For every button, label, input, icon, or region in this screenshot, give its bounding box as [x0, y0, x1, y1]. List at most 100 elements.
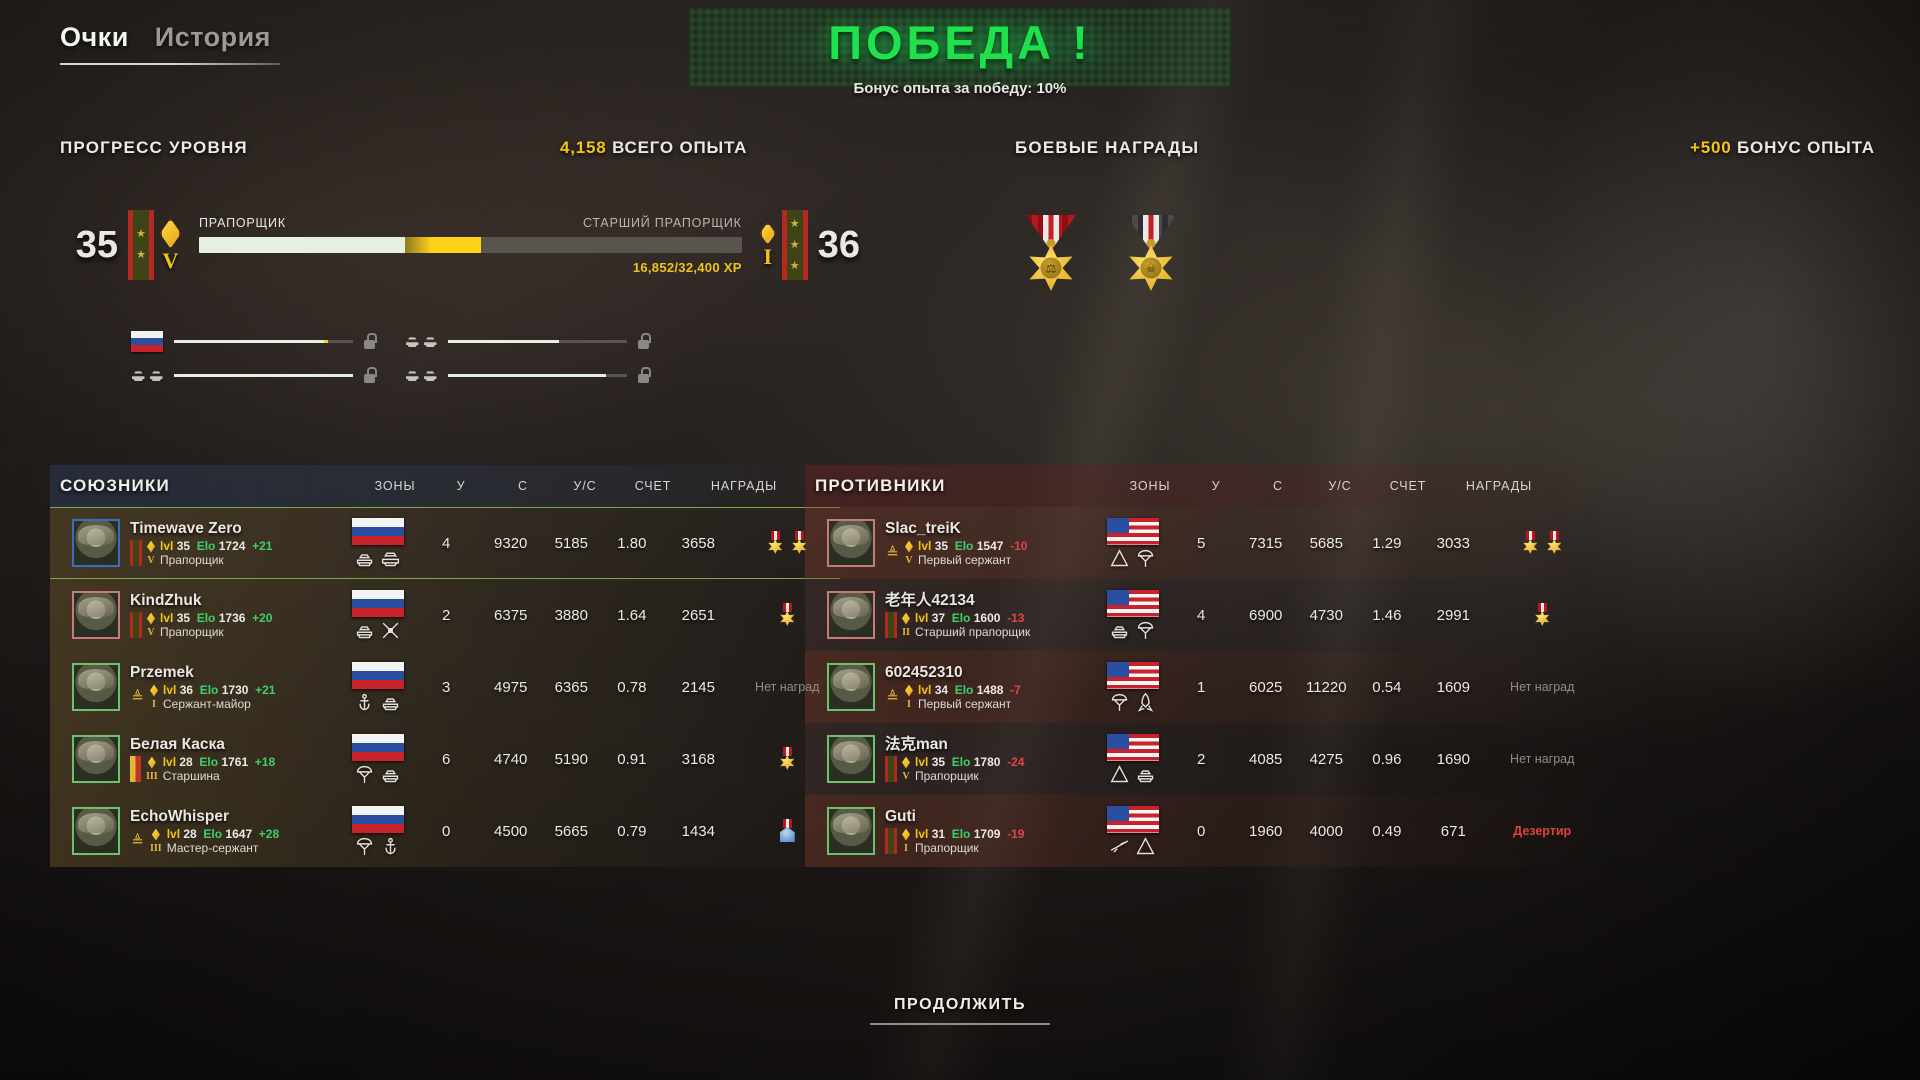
victory-glow — [690, 8, 1230, 86]
star-icon: ★ — [789, 217, 800, 230]
para-badge-icon — [1138, 621, 1154, 639]
player-stats-text: lvl 35 Elo 1780 -24 Прапорщик — [915, 755, 1024, 783]
avatar[interactable] — [827, 807, 875, 855]
cell-score: 1609 — [1436, 678, 1470, 696]
avatar[interactable] — [72, 519, 120, 567]
rank-insignia-icon: ≜ — [131, 688, 144, 706]
elo-value: 1488 — [976, 683, 1004, 697]
player-row[interactable]: 老年人42134 II lvl 37 Elo 1600 -13 Старший пра… — [805, 579, 1595, 651]
col-kills: У — [456, 479, 466, 493]
avatar[interactable] — [827, 735, 875, 783]
next-rank-roman: I — [763, 243, 772, 269]
rank-roman: II — [902, 626, 910, 638]
paratrooper-badge-icon — [357, 765, 373, 783]
cell-zones: 3 — [442, 678, 451, 696]
tank-badge-icon — [404, 364, 438, 386]
elo-delta: -7 — [1010, 683, 1021, 697]
player-name: EchoWhisper — [130, 808, 230, 825]
star-icon: ★ — [136, 249, 146, 261]
award-medal-icon[interactable] — [779, 819, 795, 843]
no-awards-label: Нет наград — [1510, 680, 1575, 694]
award-medal-icon[interactable] — [1535, 603, 1550, 627]
award-star — [768, 539, 783, 554]
nation-cell — [344, 517, 412, 569]
class-badges — [1109, 620, 1156, 641]
level-value: 37 — [931, 611, 946, 625]
medal-hanger — [1146, 239, 1156, 248]
unlock-row — [130, 364, 377, 386]
player-rank-row: ≜ III lvl 28 Elo 1647 +28 Мастер-сержант — [130, 827, 279, 855]
armor-badge-icon — [1138, 769, 1154, 782]
cell-deaths: 6365 — [554, 678, 588, 696]
anchor-badge-icon — [359, 693, 370, 710]
elo-value: 1736 — [218, 611, 246, 625]
award-ribbon — [794, 531, 804, 540]
rank-marks: II — [902, 612, 910, 638]
cell-kd: 1.80 — [617, 534, 647, 552]
avatar[interactable] — [827, 591, 875, 639]
avatar[interactable] — [827, 519, 875, 567]
cell-awards: Нет наград — [1489, 680, 1595, 694]
cell-score: 2991 — [1436, 606, 1470, 624]
award-medal-icon[interactable] — [780, 747, 795, 771]
lock-icon — [637, 333, 651, 349]
cell-kills: 4740 — [494, 750, 528, 768]
avatar-helmet — [833, 812, 869, 833]
rank-name: Старший прапорщик — [915, 625, 1031, 639]
row-background — [50, 651, 840, 723]
class-badges — [354, 764, 401, 785]
epaulette-icon: ★ ★ — [128, 210, 154, 280]
award-medal-icon[interactable] — [1523, 531, 1538, 555]
cell-deaths: 5685 — [1309, 534, 1343, 552]
diamond-icon — [151, 828, 160, 841]
elo-delta: -19 — [1007, 827, 1025, 841]
unlock-marker — [324, 339, 329, 343]
avatar[interactable] — [72, 663, 120, 711]
cell-kills: 7315 — [1249, 534, 1283, 552]
player-row[interactable]: EchoWhisper ≜ III lvl 28 Elo 1647 +28 Мастер… — [50, 795, 840, 867]
avatar[interactable] — [827, 663, 875, 711]
player-row[interactable]: Белая Каска III lvl 28 Elo 1761 +18 Старшин… — [50, 723, 840, 795]
col-zones: ЗОНЫ — [374, 479, 416, 493]
level-elo-line: lvl 35 Elo 1780 -24 — [915, 755, 1024, 769]
current-rank-roman: V — [162, 247, 179, 273]
cell-awards — [1489, 603, 1595, 627]
avatar[interactable] — [72, 735, 120, 783]
award-ribbon — [782, 603, 792, 612]
elo-value: 1600 — [973, 611, 1001, 625]
award-medal-icon[interactable] — [768, 531, 783, 555]
award-medal-icon[interactable] — [780, 603, 795, 627]
russia-flag-icon — [351, 517, 404, 545]
top-tabs: Очки История — [60, 22, 271, 61]
level-elo-line: lvl 35 Elo 1736 +20 — [160, 611, 272, 625]
award-medal-icon[interactable] — [792, 531, 807, 555]
cell-score: 3658 — [681, 534, 715, 552]
allies-header: СОЮЗНИКИ ЗОНЫ У С У/С СЧЕТ НАГРАДЫ — [50, 465, 840, 507]
unlock-row — [404, 364, 651, 386]
epaulette-icon: ★ ★ ★ — [781, 210, 808, 280]
cell-zones: 0 — [442, 822, 451, 840]
rank-labels: ПРАПОРЩИК СТАРШИЙ ПРАПОРЩИК — [199, 216, 742, 230]
avatar[interactable] — [72, 807, 120, 855]
medal-star: ⚖ — [1029, 245, 1073, 291]
continue-button[interactable]: ПРОДОЛЖИТЬ — [870, 996, 1050, 1025]
award-ribbon — [1537, 603, 1547, 612]
level-label: lvl — [915, 827, 929, 841]
tab-score[interactable]: Очки — [60, 22, 129, 52]
tab-history[interactable]: История — [154, 22, 271, 52]
level-label: lvl — [918, 539, 932, 553]
avatar[interactable] — [72, 591, 120, 639]
award-medal-icon[interactable] — [1547, 531, 1562, 555]
star-icon: ★ — [789, 238, 800, 251]
